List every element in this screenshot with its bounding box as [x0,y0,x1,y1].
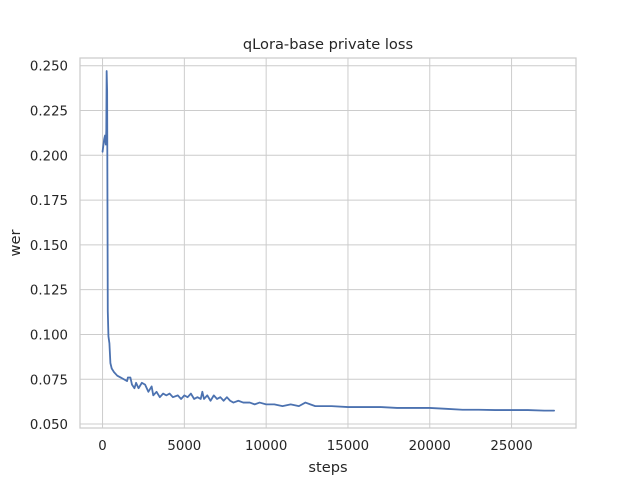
y-tick-label: 0.150 [30,239,68,254]
x-tick-label: 15000 [327,439,369,454]
y-tick-labels: 0.050 0.075 0.100 0.125 0.150 0.175 0.200 0.225… [30,60,68,433]
y-tick-label: 0.175 [30,194,68,209]
x-tick-label: 0 [98,439,106,454]
y-tick-label: 0.075 [30,373,68,388]
y-tick-label: 0.225 [30,104,68,119]
x-tick-label: 25000 [490,439,532,454]
y-tick-label: 0.200 [30,149,68,164]
wer-series-line [101,70,556,412]
y-tick-label: 0.125 [30,284,68,299]
y-tick-label: 0.250 [30,60,68,75]
y-tick-label: 0.050 [30,418,68,433]
x-tick-label: 10000 [245,439,287,454]
plot-frame [79,57,577,429]
x-tick-labels: 0 5000 10000 15000 20000 25000 [98,439,532,454]
x-tick-label: 20000 [409,439,451,454]
x-axis-label: steps [308,459,347,476]
y-tick-label: 0.100 [30,328,68,343]
x-grid [102,58,513,428]
chart-title: qLora-base private loss [243,36,413,53]
y-axis-label: wer [7,230,24,257]
y-grid [80,65,576,425]
x-tick-label: 5000 [167,439,201,454]
